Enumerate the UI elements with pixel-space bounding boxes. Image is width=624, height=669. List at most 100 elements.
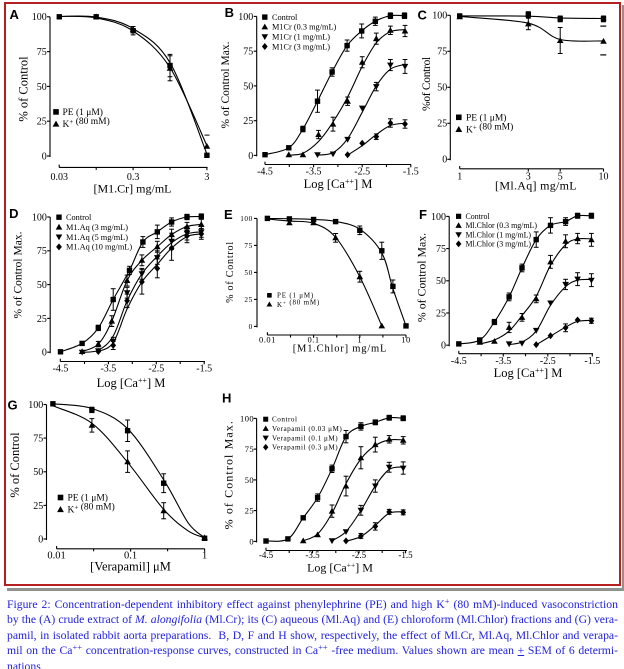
svg-text:0: 0 xyxy=(248,151,253,162)
svg-text:75: 75 xyxy=(243,47,253,58)
svg-text:25: 25 xyxy=(243,116,253,127)
svg-text:0: 0 xyxy=(442,155,447,166)
svg-text:-3.5: -3.5 xyxy=(305,550,320,560)
svg-text:Control: Control xyxy=(466,212,491,221)
svg-text:K+ (80 mM): K+ (80 mM) xyxy=(68,502,115,516)
svg-text:0.1: 0.1 xyxy=(308,335,320,345)
svg-text:A: A xyxy=(10,7,20,22)
svg-text:% of Control: % of Control xyxy=(17,56,31,122)
svg-text:[Verapamil] μM: [Verapamil] μM xyxy=(90,560,171,574)
svg-text:% of Control Max.: % of Control Max. xyxy=(13,231,25,318)
svg-text:Log [Ca++] M: Log [Ca++] M xyxy=(307,561,373,575)
svg-text:PE (1 μM): PE (1 μM) xyxy=(68,493,108,504)
svg-text:0: 0 xyxy=(249,536,254,546)
svg-text:M1.Aq (5 mg/mL): M1.Aq (5 mg/mL) xyxy=(66,233,128,242)
svg-text:0: 0 xyxy=(42,151,47,162)
svg-text:75: 75 xyxy=(245,444,254,454)
svg-text:10: 10 xyxy=(401,335,411,345)
svg-text:5: 5 xyxy=(558,171,563,182)
svg-text:[M1.Chlor] mg/mL: [M1.Chlor] mg/mL xyxy=(293,344,387,355)
svg-text:25: 25 xyxy=(37,314,47,325)
svg-text:M1.Aq (10 mg/mL): M1.Aq (10 mg/mL) xyxy=(66,243,132,252)
svg-text:25: 25 xyxy=(33,501,43,512)
svg-text:M1Cr (3 mg/mL): M1Cr (3 mg/mL) xyxy=(272,42,330,51)
svg-text:E: E xyxy=(224,207,233,222)
svg-text:-3.5: -3.5 xyxy=(100,363,116,374)
svg-text:[M1.Cr] mg/mL: [M1.Cr] mg/mL xyxy=(94,181,172,195)
svg-text:50: 50 xyxy=(437,83,447,94)
svg-text:50: 50 xyxy=(244,269,252,277)
svg-text:% of Control Max.: % of Control Max. xyxy=(220,41,232,128)
svg-text:-1.5: -1.5 xyxy=(398,550,413,560)
svg-text:75: 75 xyxy=(244,242,252,250)
svg-text:-2.5: -2.5 xyxy=(354,167,370,178)
svg-text:Verapamil (0.1 μM): Verapamil (0.1 μM) xyxy=(272,434,338,442)
svg-text:0.01: 0.01 xyxy=(47,551,65,562)
svg-text:100: 100 xyxy=(240,215,253,223)
svg-text:H: H xyxy=(222,390,231,405)
svg-text:[Ml.Aq] mg/mL: [Ml.Aq] mg/mL xyxy=(495,179,577,193)
svg-text:-4.5: -4.5 xyxy=(259,550,274,560)
svg-text:3: 3 xyxy=(204,172,209,183)
svg-text:-1.5: -1.5 xyxy=(196,363,212,374)
svg-text:3: 3 xyxy=(526,171,531,182)
svg-text:25: 25 xyxy=(245,506,254,516)
svg-text:1: 1 xyxy=(202,551,207,562)
svg-text:C: C xyxy=(418,8,428,23)
svg-text:Ml.Chlor (1 mg/mL): Ml.Chlor (1 mg/mL) xyxy=(466,230,532,239)
svg-text:F: F xyxy=(419,207,427,222)
svg-text:Control: Control xyxy=(66,213,92,222)
svg-text:50: 50 xyxy=(436,276,446,287)
svg-text:G: G xyxy=(8,398,18,413)
svg-text:100: 100 xyxy=(32,212,47,223)
svg-text:75: 75 xyxy=(37,246,47,257)
svg-text:Log [Ca++] M: Log [Ca++] M xyxy=(97,376,166,390)
svg-text:PE (1 μM): PE (1 μM) xyxy=(63,107,103,118)
svg-text:-2.5: -2.5 xyxy=(352,550,367,560)
svg-text:% of Control Max.: % of Control Max. xyxy=(222,420,236,529)
svg-text:Verapamil (0.03 μM): Verapamil (0.03 μM) xyxy=(272,425,342,433)
svg-text:1: 1 xyxy=(457,171,462,182)
svg-text:-4.5: -4.5 xyxy=(53,363,69,374)
svg-text:-4.5: -4.5 xyxy=(257,167,273,178)
svg-text:0.03: 0.03 xyxy=(51,172,69,183)
svg-text:0.3: 0.3 xyxy=(127,172,140,183)
svg-text:50: 50 xyxy=(33,467,43,478)
svg-text:100: 100 xyxy=(28,400,43,411)
svg-text:1: 1 xyxy=(357,335,362,345)
svg-text:25: 25 xyxy=(437,119,447,130)
svg-text:100: 100 xyxy=(240,413,254,423)
svg-text:Ml.Chlor (0.3 mg/mL): Ml.Chlor (0.3 mg/mL) xyxy=(466,221,538,230)
svg-text:PE (1 μM): PE (1 μM) xyxy=(277,292,314,300)
svg-text:50: 50 xyxy=(37,82,47,93)
svg-text:Verapamil (0.3 μM): Verapamil (0.3 μM) xyxy=(272,444,338,452)
svg-text:100: 100 xyxy=(238,12,253,23)
svg-text:%of Control: %of Control xyxy=(421,57,433,111)
svg-text:100: 100 xyxy=(32,12,47,23)
svg-text:50: 50 xyxy=(245,475,254,485)
svg-text:B: B xyxy=(225,5,234,20)
svg-text:K+ (80 mM): K+ (80 mM) xyxy=(277,299,320,309)
svg-text:75: 75 xyxy=(437,47,447,58)
svg-text:M1.Aq (3 mg/mL): M1.Aq (3 mg/mL) xyxy=(66,223,128,232)
svg-text:50: 50 xyxy=(243,81,253,92)
svg-text:100: 100 xyxy=(431,212,446,223)
svg-text:75: 75 xyxy=(436,244,446,255)
svg-text:Log [Ca++] M: Log [Ca++] M xyxy=(494,366,563,380)
svg-text:K+ (80 mM): K+ (80 mM) xyxy=(63,116,110,130)
svg-text:75: 75 xyxy=(37,47,47,58)
svg-text:0: 0 xyxy=(42,348,47,359)
svg-text:Ml.Chlor (3 mg/mL): Ml.Chlor (3 mg/mL) xyxy=(466,240,532,249)
svg-text:-4.5: -4.5 xyxy=(451,356,467,367)
svg-text:0: 0 xyxy=(249,323,253,331)
svg-text:25: 25 xyxy=(244,296,252,304)
svg-text:-2.5: -2.5 xyxy=(540,356,556,367)
svg-text:-3.5: -3.5 xyxy=(306,167,322,178)
svg-text:-3.5: -3.5 xyxy=(495,356,511,367)
svg-text:50: 50 xyxy=(37,280,47,291)
svg-text:0.1: 0.1 xyxy=(124,551,137,562)
svg-text:0.01: 0.01 xyxy=(259,335,276,345)
svg-text:100: 100 xyxy=(432,11,447,22)
svg-text:25: 25 xyxy=(436,308,446,319)
svg-text:Control: Control xyxy=(272,416,297,424)
